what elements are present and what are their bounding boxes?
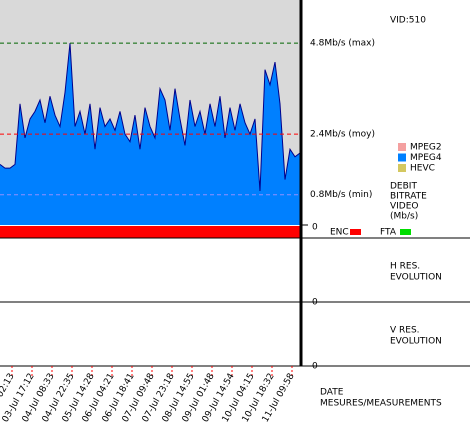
status-bar bbox=[0, 226, 300, 238]
panel-label: H RES. bbox=[390, 262, 420, 272]
reference-label: 0.8Mb/s (min) bbox=[310, 190, 372, 200]
legend-swatch bbox=[398, 164, 406, 172]
y-axis-label: DEBIT bbox=[390, 182, 417, 192]
y-tick-label: 0 bbox=[312, 223, 318, 233]
y-axis-label: (Mb/s) bbox=[390, 212, 418, 222]
legend-label: HEVC bbox=[410, 164, 435, 174]
panel-label: V RES. bbox=[390, 326, 420, 336]
status-label: ENC bbox=[330, 228, 349, 238]
status-swatch bbox=[350, 229, 361, 235]
status-swatch bbox=[400, 229, 411, 235]
legend-swatch bbox=[398, 143, 406, 151]
legend-label: MPEG4 bbox=[410, 153, 442, 163]
status-label: FTA bbox=[380, 228, 397, 238]
vid-label: VID:510 bbox=[390, 16, 426, 26]
legend-label: MPEG2 bbox=[410, 143, 442, 153]
y-tick-label: 0 bbox=[312, 298, 318, 308]
reference-label: 2.4Mb/s (moy) bbox=[310, 130, 375, 140]
legend-swatch bbox=[398, 153, 406, 162]
bitrate-line bbox=[0, 43, 301, 191]
y-axis-label: VIDEO bbox=[390, 202, 419, 212]
reference-label: 4.8Mb/s (max) bbox=[310, 39, 375, 49]
panel-label: EVOLUTION bbox=[390, 337, 442, 347]
x-axis-label: DATE bbox=[320, 388, 344, 398]
y-axis-label: BITRATE bbox=[390, 192, 427, 202]
y-tick-label: 0 bbox=[312, 362, 318, 372]
x-axis-label: MESURES/MEASUREMENTS bbox=[320, 399, 442, 409]
panel-label: EVOLUTION bbox=[390, 273, 442, 283]
